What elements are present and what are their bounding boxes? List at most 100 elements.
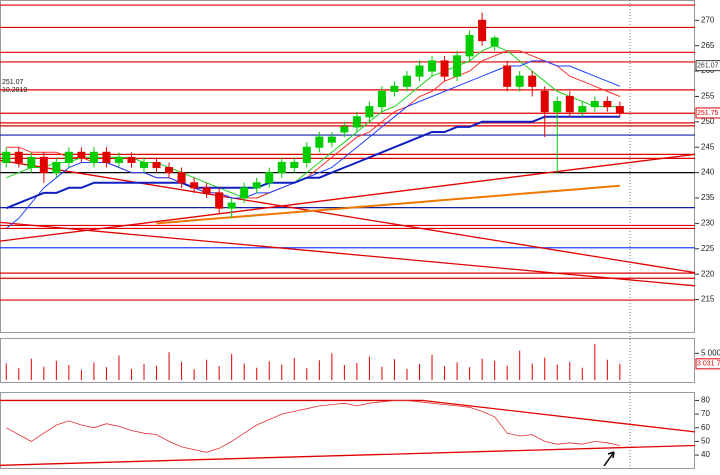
volume-bar xyxy=(331,353,333,380)
volume-bar xyxy=(80,369,82,380)
candle-body xyxy=(390,85,399,92)
volume-bar xyxy=(356,362,358,380)
candle-body xyxy=(315,136,324,148)
y-tick-label: 220 xyxy=(701,269,715,278)
candle-body xyxy=(52,161,61,174)
moving-average xyxy=(5,115,620,210)
volume-bar xyxy=(5,363,7,380)
candle-body xyxy=(252,182,261,189)
volume-bar xyxy=(143,364,145,380)
info-label: 10.2019 xyxy=(2,87,27,94)
volume-bar xyxy=(293,358,295,380)
candle-body xyxy=(240,187,249,199)
volume-bar xyxy=(218,366,220,380)
candle-body xyxy=(402,75,411,87)
volume-bar xyxy=(393,359,395,380)
y-tick-label: 40 xyxy=(701,450,710,459)
candle-body xyxy=(415,65,424,77)
candle-body xyxy=(578,106,587,113)
candle-body xyxy=(2,151,11,163)
y-tick-label: 80 xyxy=(701,396,710,405)
volume-bar xyxy=(606,359,608,380)
candle-body xyxy=(39,156,48,174)
volume-bar xyxy=(494,360,496,380)
volume-bar xyxy=(130,368,132,380)
volume-panel xyxy=(0,338,695,383)
candle-body xyxy=(528,75,537,87)
arrow xyxy=(603,451,615,467)
price-label: 251.75 xyxy=(697,110,719,117)
volume-bar xyxy=(469,367,471,380)
candle-body xyxy=(202,187,211,194)
volume-bar xyxy=(556,364,558,380)
candle-body xyxy=(177,172,186,184)
volume-bar xyxy=(619,363,621,380)
volume-bar xyxy=(419,364,421,380)
candle-body xyxy=(440,60,449,77)
candle-body xyxy=(152,161,161,169)
candle-body xyxy=(114,156,123,163)
candle-body xyxy=(565,95,574,113)
volume-bar xyxy=(569,361,571,380)
volume-bar xyxy=(368,356,370,380)
main-panel xyxy=(0,0,695,333)
candle-body xyxy=(265,172,274,184)
candle-body xyxy=(89,151,98,163)
candle-body xyxy=(465,35,474,57)
volume-bar xyxy=(318,360,320,380)
candle-body xyxy=(503,65,512,87)
price-label-box xyxy=(695,107,720,119)
volume-label-box xyxy=(695,358,720,370)
volume-bar xyxy=(193,369,195,380)
candle-body xyxy=(515,75,524,87)
info-label: 251.07 xyxy=(2,79,24,86)
volume-bar xyxy=(519,350,521,380)
trend-line xyxy=(423,399,696,433)
volume-bar xyxy=(506,365,508,380)
candle-body xyxy=(227,202,236,209)
candle-body xyxy=(190,182,199,189)
candle-body xyxy=(77,151,86,158)
candle-body xyxy=(14,151,23,163)
candle-body xyxy=(27,156,36,169)
candle-body xyxy=(64,151,73,163)
candle-body xyxy=(140,161,149,169)
candle-body xyxy=(277,161,286,174)
y-tick-label: 270 xyxy=(701,15,715,24)
candle-body xyxy=(327,136,336,143)
candle-body xyxy=(290,161,299,169)
candle-body xyxy=(478,19,487,42)
y-tick-label: 50 xyxy=(701,437,710,446)
volume-bar xyxy=(481,358,483,380)
candle-body xyxy=(215,192,224,209)
volume-bar xyxy=(43,366,45,380)
candle-body xyxy=(428,60,437,72)
volume-bar xyxy=(206,359,208,380)
price-label: 261.07 xyxy=(697,62,719,69)
trend-line xyxy=(0,221,696,287)
volume-bar xyxy=(281,364,283,380)
volume-bar xyxy=(594,343,596,380)
moving-average xyxy=(156,184,620,225)
candle-body xyxy=(302,146,311,163)
volume-bar xyxy=(544,357,546,380)
volume-bar xyxy=(381,366,383,380)
volume-label: 3 031 7 xyxy=(697,361,720,368)
y-tick-label: 5 000 0 xyxy=(701,348,720,357)
y-tick-label: 250 xyxy=(701,117,715,126)
volume-bar xyxy=(118,355,120,380)
volume-bar xyxy=(343,365,345,380)
trend-line xyxy=(0,159,696,274)
volume-bar xyxy=(30,358,32,380)
volume-bar xyxy=(181,361,183,380)
y-tick-label: 240 xyxy=(701,168,715,177)
volume-bar xyxy=(268,361,270,380)
price-label-box xyxy=(695,60,720,72)
y-tick-label: 70 xyxy=(701,409,710,418)
candle-body xyxy=(453,55,462,77)
volume-bar xyxy=(256,367,258,380)
candle-body xyxy=(553,101,562,113)
candle-body xyxy=(352,116,361,128)
y-tick-label: 230 xyxy=(701,218,715,227)
